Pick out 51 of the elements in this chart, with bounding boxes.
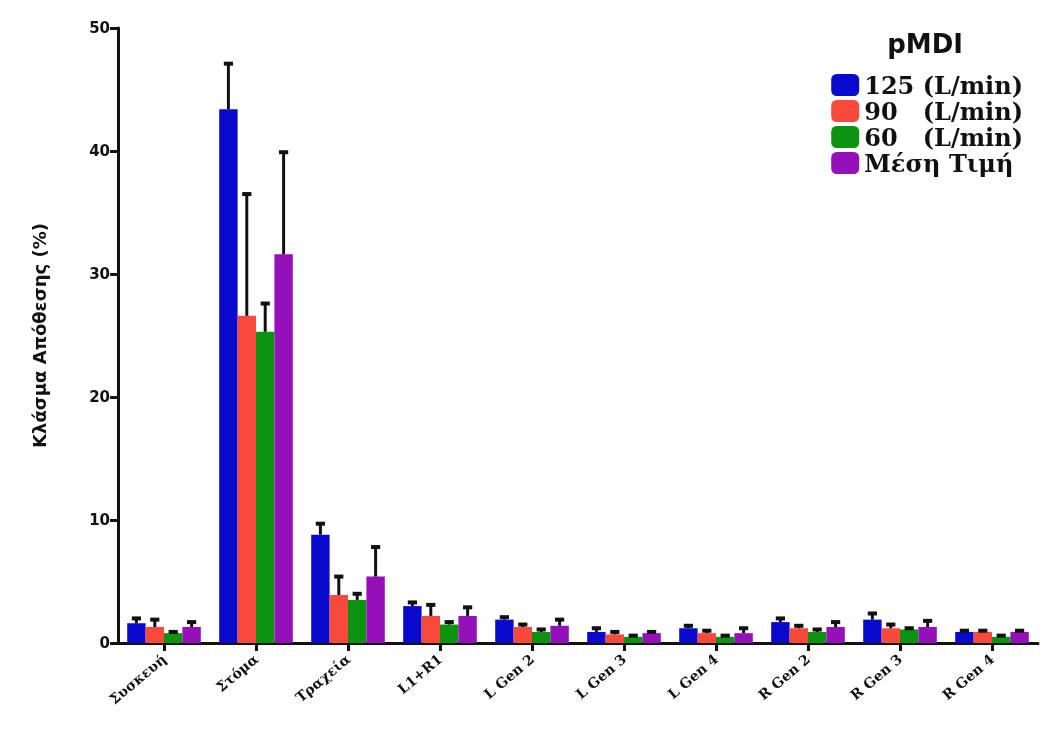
x-tick-label: R Gen 4 <box>939 650 998 704</box>
y-axis-title: Κλάσμα Απόθεσης (%) <box>28 223 50 448</box>
y-tick-label: 20 <box>89 388 110 406</box>
bar <box>237 315 256 643</box>
y-tick-label: 30 <box>89 265 110 283</box>
x-tick-label: L Gen 2 <box>480 650 538 702</box>
bar <box>182 627 201 643</box>
bar <box>274 254 293 643</box>
x-tick-label: L Gen 4 <box>664 650 722 702</box>
bar <box>164 633 183 643</box>
bar <box>348 599 367 643</box>
bar <box>311 534 330 643</box>
bar <box>329 595 348 643</box>
bar <box>605 634 624 643</box>
y-tick-label: 10 <box>89 511 110 529</box>
y-tick-label: 40 <box>89 142 110 160</box>
x-tick-label: R Gen 2 <box>755 650 814 704</box>
bar <box>403 606 422 643</box>
bar <box>513 627 532 643</box>
bar <box>458 615 477 643</box>
bar <box>1010 631 1029 643</box>
bar <box>808 631 827 643</box>
bar <box>697 633 716 643</box>
x-tick-label: R Gen 3 <box>847 650 906 704</box>
bar <box>219 109 238 643</box>
legend-label: 125 (L/min) <box>864 70 1023 100</box>
bar <box>495 619 514 643</box>
bar <box>256 331 275 643</box>
y-tick-label: 50 <box>89 19 110 37</box>
legend-title: pMDI <box>887 29 964 59</box>
bar <box>440 624 459 643</box>
bar <box>642 633 661 643</box>
bar <box>789 628 808 643</box>
bar <box>771 622 790 643</box>
bar <box>863 619 882 643</box>
bar <box>421 615 440 643</box>
bar <box>532 631 551 643</box>
bar <box>881 628 900 643</box>
bar <box>145 627 164 643</box>
x-tick-label: L Gen 3 <box>572 650 630 702</box>
bar <box>918 627 937 643</box>
bar <box>900 629 919 643</box>
bar <box>973 631 992 643</box>
bar <box>366 576 385 643</box>
bar <box>550 625 569 643</box>
bar <box>826 627 845 643</box>
bar <box>955 631 974 643</box>
y-tick-label: 0 <box>99 634 110 652</box>
bar <box>127 623 146 643</box>
bar <box>679 628 698 643</box>
bar <box>587 631 606 643</box>
